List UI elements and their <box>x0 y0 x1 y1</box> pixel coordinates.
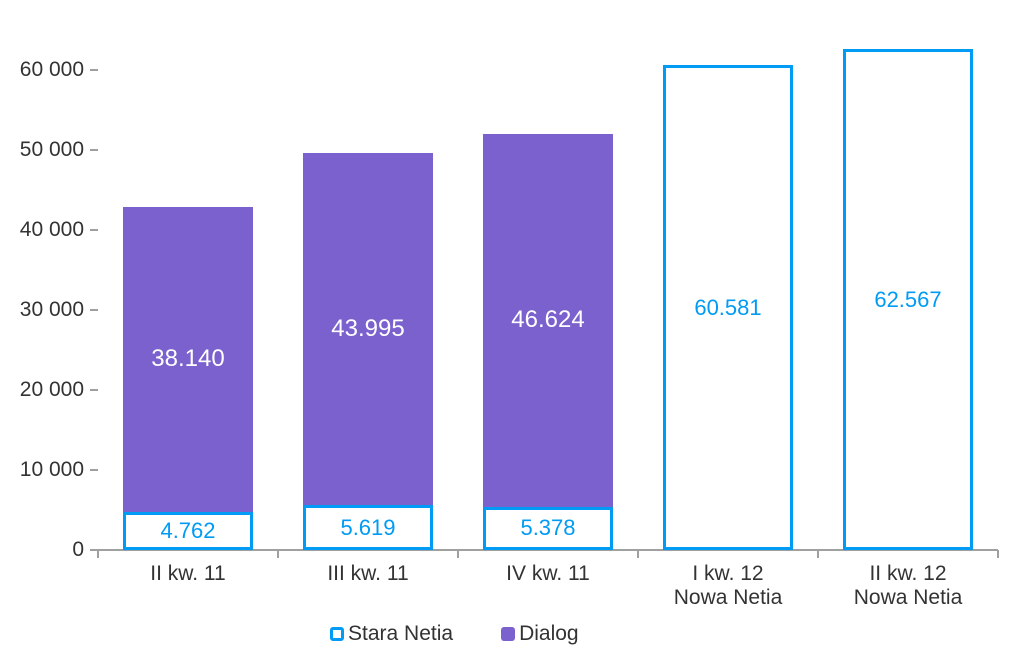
x-tick <box>637 550 639 558</box>
bar-value-label: 38.140 <box>151 345 224 373</box>
x-tick-label: I kw. 12 Nowa Netia <box>674 562 783 610</box>
legend-label: Stara Netia <box>348 622 453 646</box>
y-tick <box>90 69 98 71</box>
legend-swatch <box>501 627 515 641</box>
x-tick <box>97 550 99 558</box>
x-tick-label: II kw. 12 Nowa Netia <box>854 562 963 610</box>
y-tick <box>90 469 98 471</box>
y-tick <box>90 309 98 311</box>
bar-segment: 5.378 <box>483 507 613 550</box>
bar-segment: 43.995 <box>303 153 433 505</box>
y-tick-label: 60 000 <box>4 58 84 82</box>
x-tick-label: II kw. 11 <box>150 562 225 586</box>
legend-swatch <box>330 627 344 641</box>
bar-segment: 38.140 <box>123 207 253 512</box>
y-tick <box>90 389 98 391</box>
stacked-bar-chart: 0 10 000 20 000 30 000 40 000 50 000 60 000 II … <box>0 0 1024 656</box>
bar-segment: 46.624 <box>483 134 613 507</box>
y-tick-label: 20 000 <box>4 378 84 402</box>
bar-value-label: 4.762 <box>160 518 215 544</box>
y-tick-label: 40 000 <box>4 218 84 242</box>
y-tick <box>90 229 98 231</box>
y-tick-label: 10 000 <box>4 458 84 482</box>
bar-value-label: 5.378 <box>520 515 575 541</box>
x-tick <box>817 550 819 558</box>
bar-segment: 62.567 <box>843 49 973 550</box>
bar-segment: 4.762 <box>123 512 253 550</box>
x-tick-label: IV kw. 11 <box>506 562 590 586</box>
legend-label: Dialog <box>519 622 579 646</box>
bar-segment: 5.619 <box>303 505 433 550</box>
legend-item: Dialog <box>501 622 579 646</box>
bar-value-label: 5.619 <box>340 515 395 541</box>
y-tick <box>90 149 98 151</box>
y-tick-label: 0 <box>4 538 84 562</box>
plot-area: 010 00020 00030 00040 00050 00060 000II … <box>98 30 998 550</box>
bar-value-label: 60.581 <box>694 295 761 321</box>
y-tick-label: 50 000 <box>4 138 84 162</box>
x-tick <box>997 550 999 558</box>
bar-value-label: 46.624 <box>511 306 584 334</box>
legend: Stara Netia Dialog <box>330 622 579 646</box>
y-tick-label: 30 000 <box>4 298 84 322</box>
bar-value-label: 62.567 <box>874 287 941 313</box>
x-tick <box>457 550 459 558</box>
x-tick-label: III kw. 11 <box>327 562 408 586</box>
bar-segment: 60.581 <box>663 65 793 550</box>
x-tick <box>277 550 279 558</box>
bar-value-label: 43.995 <box>331 315 404 343</box>
legend-item: Stara Netia <box>330 622 453 646</box>
